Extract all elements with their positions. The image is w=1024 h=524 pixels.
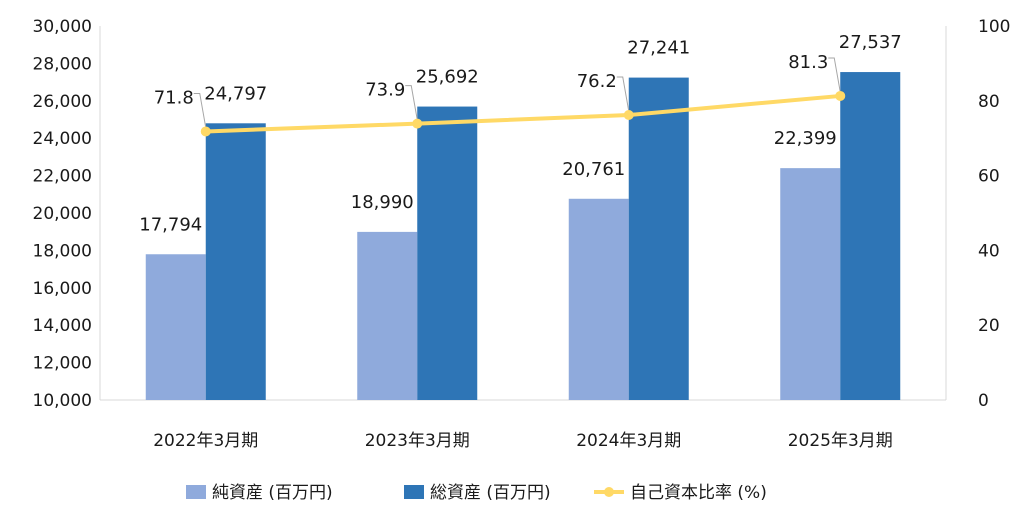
bars [145, 72, 901, 401]
ratio-data-label: 76.2 [577, 71, 617, 92]
bar-data-label: 18,990 [351, 192, 414, 213]
ratio-leader-line [616, 76, 630, 112]
left-tick-label: 16,000 [33, 279, 92, 299]
bar-net-assets [780, 168, 841, 400]
bar-data-label: 22,399 [774, 128, 837, 149]
category-labels: 2022年3月期 2023年3月期 2024年3月期 2025年3月期 [153, 431, 893, 451]
left-tick-label: 20,000 [33, 204, 92, 224]
bar-data-label: 20,761 [562, 159, 625, 180]
left-tick-label: 22,000 [33, 167, 92, 187]
category-label: 2022年3月期 [153, 431, 258, 451]
right-tick-label: 60 [978, 167, 1000, 187]
right-tick-label: 80 [978, 92, 1000, 112]
data-labels: 17,794 24,797 18,990 25,692 20,761 27,241 22,3… [139, 32, 901, 235]
bar-total-assets [840, 72, 901, 400]
legend-swatch [404, 485, 424, 499]
bar-data-label: 27,241 [627, 38, 690, 59]
bar-net-assets [357, 231, 418, 400]
left-tick-label: 30,000 [33, 17, 92, 37]
legend-label: 自己資本比率 (%) [630, 483, 767, 503]
ratio-point [412, 118, 423, 129]
ratio-polyline [205, 93, 841, 134]
right-tick-label: 0 [978, 391, 989, 411]
leader-lines [193, 57, 841, 128]
ratio-line [200, 90, 846, 137]
ratio-leader-line [828, 57, 841, 93]
left-tick-label: 10,000 [33, 391, 92, 411]
bar-data-label: 24,797 [204, 83, 267, 104]
right-axis-ticks: 0 20 40 60 80 100 [978, 17, 1010, 411]
ratio-data-label: 73.9 [365, 80, 405, 101]
ratio-point [200, 126, 211, 137]
category-label: 2025年3月期 [788, 431, 893, 451]
left-tick-label: 24,000 [33, 129, 92, 149]
ratio-data-label: 81.3 [788, 52, 828, 73]
left-tick-label: 12,000 [33, 354, 92, 374]
bar-data-label: 17,794 [139, 214, 202, 235]
category-label: 2023年3月期 [365, 431, 470, 451]
legend-label: 総資産 (百万円) [430, 483, 551, 503]
right-tick-label: 100 [978, 17, 1010, 37]
category-label: 2024年3月期 [576, 431, 681, 451]
bar-net-assets [568, 198, 629, 400]
ratio-point [835, 90, 846, 101]
right-tick-label: 40 [978, 241, 1000, 261]
left-tick-label: 18,000 [33, 241, 92, 261]
bar-net-assets [145, 254, 206, 400]
bar-data-label: 25,692 [416, 67, 479, 88]
right-tick-label: 20 [978, 316, 1000, 336]
legend-label: 純資産 (百万円) [212, 483, 333, 503]
bar-total-assets [205, 123, 266, 401]
ratio-leader-line [405, 85, 418, 120]
bar-data-label: 27,537 [839, 32, 902, 53]
left-tick-label: 26,000 [33, 92, 92, 112]
left-tick-label: 14,000 [33, 316, 92, 336]
ratio-point [623, 110, 634, 121]
legend-swatch [186, 485, 206, 499]
bar-total-assets [417, 106, 478, 400]
left-axis-ticks: 10,000 12,000 14,000 16,000 18,000 20,000 22,0… [33, 17, 92, 411]
bar-total-assets [628, 77, 689, 401]
ratio-data-label: 71.8 [154, 87, 194, 108]
legend: 純資産 (百万円) 総資産 (百万円) 自己資本比率 (%) [186, 483, 767, 503]
legend-swatch-point [604, 487, 614, 497]
left-tick-label: 28,000 [33, 54, 92, 74]
ratio-leader-line [193, 92, 207, 128]
